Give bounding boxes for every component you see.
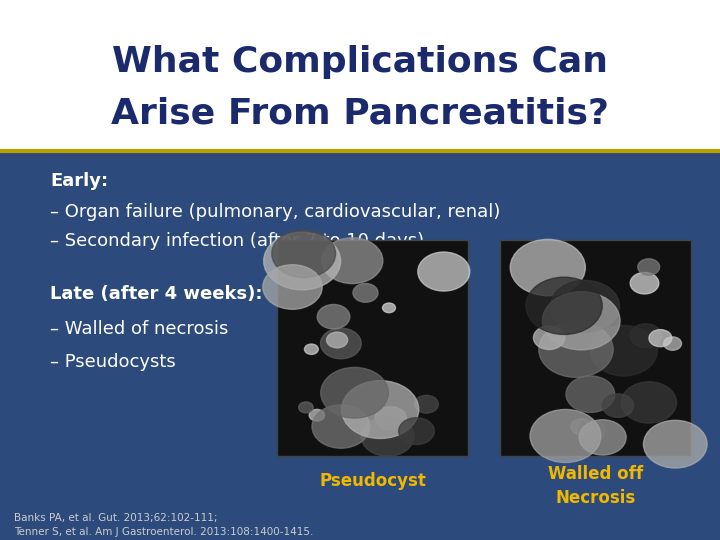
Circle shape [530, 409, 600, 463]
Circle shape [322, 238, 383, 284]
Circle shape [353, 284, 378, 302]
Text: – Pseudocysts: – Pseudocysts [50, 353, 176, 371]
Circle shape [299, 402, 313, 413]
Circle shape [579, 420, 626, 455]
Circle shape [271, 230, 336, 278]
Text: Pseudocyst: Pseudocyst [319, 471, 426, 490]
Circle shape [542, 292, 620, 350]
Circle shape [309, 409, 325, 421]
Circle shape [321, 367, 388, 418]
Text: Early:: Early: [50, 172, 109, 190]
Circle shape [312, 405, 370, 448]
Circle shape [649, 329, 672, 347]
Circle shape [526, 277, 602, 334]
Bar [0, 151, 720, 540]
Circle shape [590, 325, 657, 376]
Circle shape [630, 323, 662, 347]
Circle shape [534, 326, 564, 349]
Circle shape [578, 420, 606, 441]
Bar [500, 240, 691, 456]
Circle shape [327, 332, 348, 348]
Text: What Complications Can: What Complications Can [112, 45, 608, 79]
Circle shape [621, 382, 677, 423]
Circle shape [539, 321, 613, 377]
Circle shape [415, 395, 438, 413]
Circle shape [664, 337, 682, 350]
Circle shape [638, 259, 660, 275]
Circle shape [320, 328, 361, 359]
Circle shape [264, 232, 341, 290]
Circle shape [602, 394, 634, 417]
Circle shape [630, 273, 659, 294]
Text: – Walled of necrosis: – Walled of necrosis [50, 320, 229, 339]
Circle shape [644, 420, 707, 468]
Circle shape [318, 305, 350, 329]
Circle shape [263, 265, 322, 309]
Circle shape [510, 239, 585, 296]
Text: – Secondary infection (after 7 to 10 days): – Secondary infection (after 7 to 10 day… [50, 232, 425, 251]
Bar [277, 240, 468, 456]
Circle shape [382, 303, 395, 313]
Bar [0, 0, 720, 151]
Circle shape [305, 344, 318, 354]
Text: Banks PA, et al. Gut. 2013;62:102-111;
Tenner S, et al. Am J Gastroenterol. 2013: Banks PA, et al. Gut. 2013;62:102-111; T… [14, 513, 314, 537]
Circle shape [566, 376, 615, 413]
Circle shape [399, 417, 434, 444]
Circle shape [375, 407, 406, 430]
Circle shape [571, 418, 592, 435]
Text: – Organ failure (pulmonary, cardiovascular, renal): – Organ failure (pulmonary, cardiovascul… [50, 202, 501, 221]
Circle shape [418, 252, 469, 291]
Circle shape [550, 280, 619, 332]
Text: Arise From Pancreatitis?: Arise From Pancreatitis? [111, 97, 609, 130]
Text: Walled off
Necrosis: Walled off Necrosis [548, 465, 644, 507]
Circle shape [341, 381, 419, 438]
Circle shape [361, 417, 414, 456]
Text: Late (after 4 weeks):: Late (after 4 weeks): [50, 285, 263, 303]
